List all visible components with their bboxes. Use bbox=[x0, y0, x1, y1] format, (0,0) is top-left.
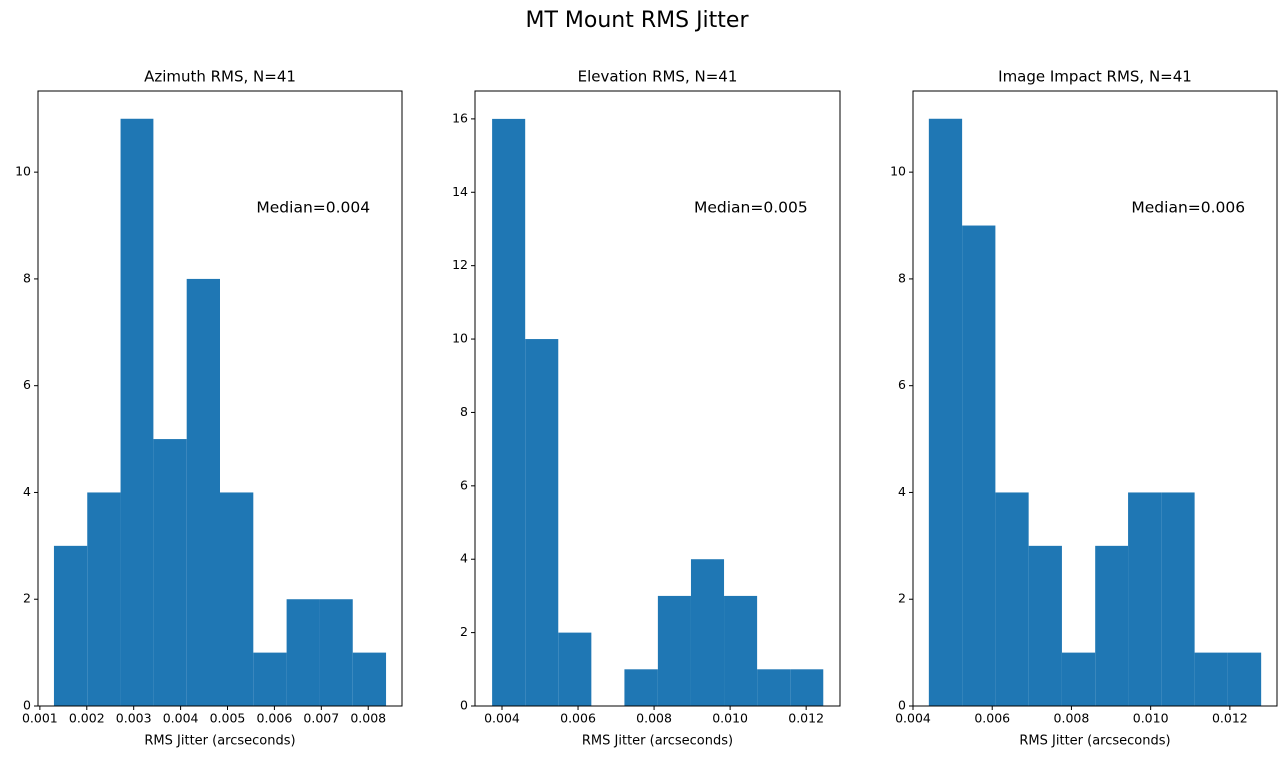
x-tick-label: 0.006 bbox=[257, 711, 293, 726]
histogram-bar bbox=[1227, 652, 1262, 706]
histogram-bar bbox=[995, 492, 1029, 706]
x-tick-label: 0.002 bbox=[69, 711, 105, 726]
x-tick-label: 0.005 bbox=[210, 711, 246, 726]
x-tick-label: 0.006 bbox=[560, 711, 596, 726]
histogram-bar bbox=[87, 492, 121, 706]
x-axis-label: RMS Jitter (arcseconds) bbox=[1019, 734, 1170, 749]
annotation: Median=0.005 bbox=[694, 198, 808, 216]
histogram-bar bbox=[352, 652, 387, 706]
y-tick-label: 4 bbox=[898, 484, 906, 499]
histogram-bar bbox=[186, 278, 220, 706]
histogram-bar bbox=[253, 652, 287, 706]
annotation: Median=0.004 bbox=[256, 198, 370, 216]
y-tick-label: 8 bbox=[23, 270, 31, 285]
y-tick-label: 6 bbox=[23, 377, 31, 392]
x-tick-label: 0.008 bbox=[636, 711, 672, 726]
histogram-bar bbox=[757, 669, 791, 706]
histogram-bar bbox=[153, 439, 187, 706]
x-axis-label: RMS Jitter (arcseconds) bbox=[582, 734, 733, 749]
x-tick-label: 0.010 bbox=[1133, 711, 1169, 726]
histogram-bar bbox=[319, 599, 353, 706]
histogram-bar bbox=[492, 118, 526, 707]
axes-title: Image Impact RMS, N=41 bbox=[998, 68, 1192, 86]
annotation: Median=0.006 bbox=[1131, 198, 1245, 216]
x-tick-label: 0.004 bbox=[163, 711, 199, 726]
figure-title: MT Mount RMS Jitter bbox=[525, 8, 749, 33]
y-tick-label: 8 bbox=[898, 270, 906, 285]
y-tick-label: 0 bbox=[460, 698, 468, 713]
histogram-bar bbox=[1194, 652, 1228, 706]
histogram-bar bbox=[1161, 492, 1195, 706]
histogram-bar bbox=[286, 599, 320, 706]
x-tick-label: 0.012 bbox=[1212, 711, 1248, 726]
x-tick-label: 0.001 bbox=[22, 711, 58, 726]
y-tick-label: 16 bbox=[452, 110, 468, 125]
histogram-bar bbox=[220, 492, 254, 706]
axes-title: Elevation RMS, N=41 bbox=[578, 68, 738, 86]
y-tick-label: 14 bbox=[452, 184, 468, 199]
x-tick-label: 0.007 bbox=[303, 711, 339, 726]
histogram-bar bbox=[624, 669, 658, 706]
x-tick-label: 0.012 bbox=[788, 711, 824, 726]
y-tick-label: 0 bbox=[23, 698, 31, 713]
x-tick-label: 0.010 bbox=[712, 711, 748, 726]
y-tick-label: 6 bbox=[898, 377, 906, 392]
y-tick-label: 6 bbox=[460, 477, 468, 492]
y-tick-label: 12 bbox=[452, 257, 468, 272]
histogram-bar bbox=[790, 669, 824, 706]
histogram-bar bbox=[558, 632, 592, 706]
x-axis-label: RMS Jitter (arcseconds) bbox=[144, 734, 295, 749]
x-tick-label: 0.008 bbox=[350, 711, 386, 726]
histogram-bar bbox=[120, 118, 154, 706]
histogram-bar bbox=[1028, 545, 1062, 706]
histogram-bar bbox=[1128, 492, 1162, 706]
x-tick-label: 0.004 bbox=[895, 711, 931, 726]
y-tick-label: 8 bbox=[460, 404, 468, 419]
x-tick-label: 0.006 bbox=[974, 711, 1010, 726]
x-tick-label: 0.003 bbox=[116, 711, 152, 726]
histogram-bar bbox=[525, 339, 559, 706]
axes-title: Azimuth RMS, N=41 bbox=[144, 68, 296, 86]
histogram-bar bbox=[1061, 652, 1096, 706]
y-tick-label: 10 bbox=[15, 164, 31, 179]
x-tick-label: 0.004 bbox=[484, 711, 520, 726]
y-tick-label: 10 bbox=[890, 164, 906, 179]
y-tick-label: 10 bbox=[452, 331, 468, 346]
y-tick-label: 2 bbox=[23, 591, 31, 606]
y-tick-label: 4 bbox=[460, 551, 468, 566]
axes-frame bbox=[912, 90, 1278, 707]
axes-frame bbox=[37, 90, 403, 707]
histogram-bar bbox=[962, 225, 996, 706]
y-tick-label: 2 bbox=[460, 624, 468, 639]
histogram-bar bbox=[657, 595, 691, 706]
histogram-bar bbox=[724, 595, 758, 706]
histogram-bar bbox=[1095, 545, 1129, 706]
y-tick-label: 0 bbox=[898, 698, 906, 713]
x-tick-label: 0.008 bbox=[1054, 711, 1090, 726]
y-tick-label: 2 bbox=[898, 591, 906, 606]
histogram-bar bbox=[928, 118, 963, 706]
histogram-bar bbox=[53, 545, 88, 706]
histogram-bar bbox=[690, 559, 725, 706]
axes-frame bbox=[474, 90, 841, 707]
y-tick-label: 4 bbox=[23, 484, 31, 499]
